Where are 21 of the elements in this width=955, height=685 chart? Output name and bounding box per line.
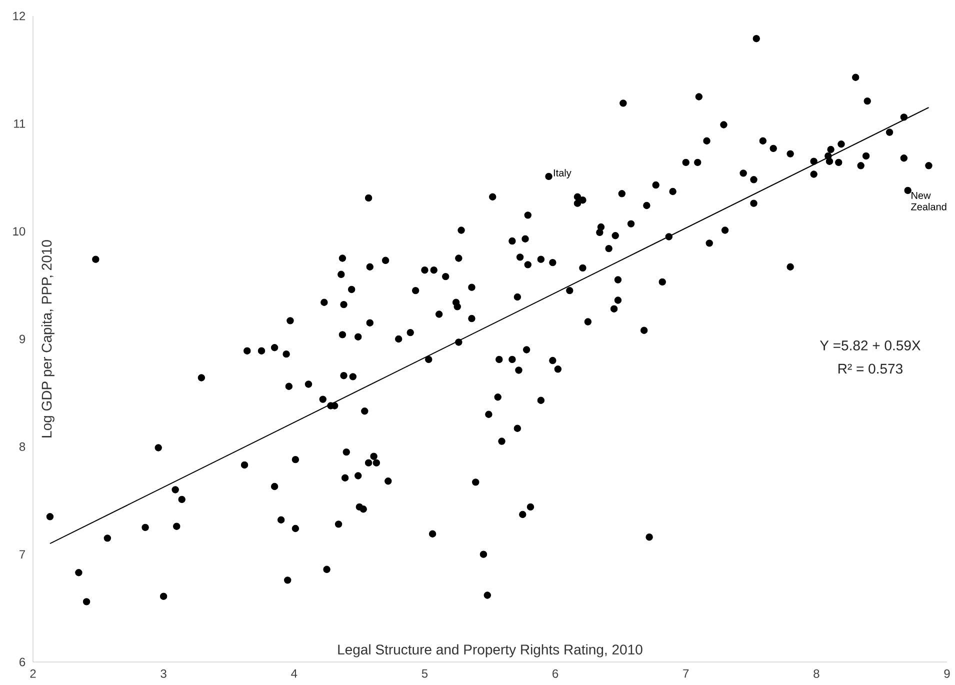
x-tick-label: 4 [291, 669, 298, 678]
y-tick-label: 7 [20, 550, 26, 558]
annotation: Y =5.82 + 0.59X [820, 340, 921, 350]
annotation: New Zealand [911, 192, 946, 210]
x-tick-label: 9 [944, 669, 950, 678]
y-tick-label: 9 [20, 334, 26, 344]
annotation: Italy [554, 169, 572, 178]
y-tick-label: 11 [14, 120, 26, 128]
y-axis-title: Log GDP per Capita, PPP, 2010 [41, 240, 54, 438]
x-tick-label: 7 [683, 669, 689, 678]
y-tick-label: 12 [13, 12, 26, 20]
x-axis-title: Legal Structure and Property Rights Rating, 2010 [338, 644, 642, 658]
x-tick-label: 2 [30, 669, 36, 678]
y-tick-label: 8 [19, 442, 26, 451]
x-tick-label: 3 [160, 669, 166, 678]
x-tick-label: 5 [422, 669, 428, 678]
y-tick-label: 6 [20, 658, 26, 666]
annotation: R² = 0.573 [838, 364, 902, 374]
x-tick-label: 8 [814, 669, 820, 678]
y-tick-label: 10 [13, 227, 26, 236]
x-tick-label: 6 [552, 669, 558, 678]
